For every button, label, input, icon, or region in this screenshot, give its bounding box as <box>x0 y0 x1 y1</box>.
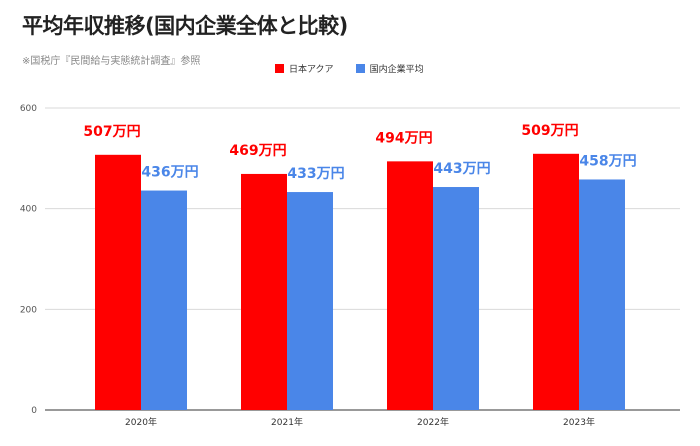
bar-series-2 <box>287 192 333 410</box>
x-tick-label: 2022年 <box>417 416 449 428</box>
bar-series-2 <box>433 187 479 410</box>
y-tick-label: 600 <box>20 104 37 114</box>
legend-item-series-2: 国内企業平均 <box>355 62 424 75</box>
x-tick-label: 2023年 <box>563 416 595 428</box>
x-tick-label: 2020年 <box>125 416 157 428</box>
bar-series-1 <box>533 153 579 410</box>
legend-label-series-1: 日本アクア <box>289 65 334 75</box>
bar-series-1 <box>387 161 433 410</box>
bar-series-2 <box>141 190 187 410</box>
data-label-series-1: 509万円 <box>521 123 578 139</box>
data-label-series-1: 469万円 <box>229 143 286 159</box>
bar-series-2 <box>579 179 625 410</box>
legend-label-series-2: 国内企業平均 <box>369 65 424 75</box>
legend-item-series-1: 日本アクア <box>275 62 334 75</box>
data-label-series-2: 458万円 <box>579 153 636 169</box>
chart-subtitle: ※国税庁『民間給与実態統計調査』参照 <box>22 56 201 67</box>
y-tick-label: 400 <box>20 205 37 215</box>
chart-title: 平均年収推移(国内企業全体と比較) <box>22 14 348 38</box>
legend: 日本アクア 国内企業平均 <box>275 62 424 75</box>
data-label-series-2: 433万円 <box>287 166 344 182</box>
legend-swatch-series-1 <box>275 64 284 73</box>
y-tick-label: 200 <box>20 305 37 315</box>
bar-series-1 <box>95 154 141 410</box>
legend-swatch-series-2 <box>355 64 365 73</box>
data-label-series-2: 443万円 <box>433 161 490 177</box>
x-tick-label: 2021年 <box>271 416 303 428</box>
data-label-series-1: 507万円 <box>83 124 140 140</box>
y-tick-label: 0 <box>31 406 37 416</box>
data-label-series-1: 494万円 <box>375 130 432 146</box>
bar-series-1 <box>241 173 287 410</box>
data-label-series-2: 436万円 <box>141 165 198 181</box>
